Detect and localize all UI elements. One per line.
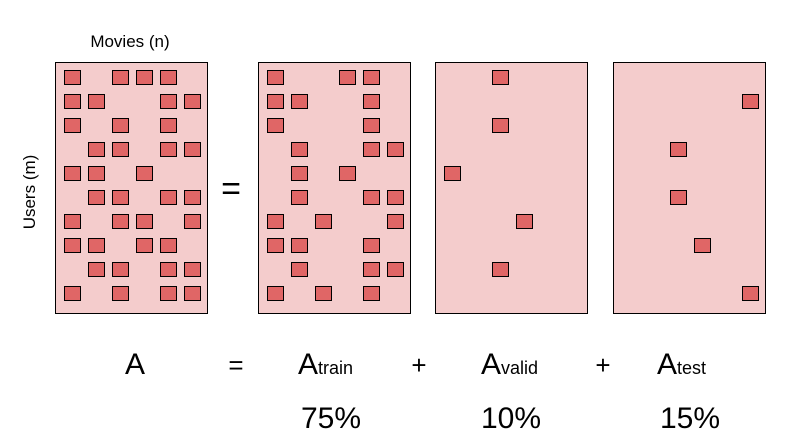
term-symbol: A — [298, 348, 318, 381]
matrix-entry — [112, 214, 129, 229]
matrix-entry — [267, 94, 284, 109]
matrix-entry — [136, 214, 153, 229]
matrix-entry — [492, 262, 509, 277]
lhs-symbol: A — [125, 348, 145, 381]
equals-sign: = — [228, 350, 243, 380]
matrix-entry — [112, 262, 129, 277]
term-symbol: A — [481, 348, 501, 381]
matrix-entry — [184, 286, 201, 301]
matrix-entry — [64, 70, 81, 85]
matrix-entry — [64, 214, 81, 229]
matrix-entry — [694, 238, 711, 253]
matrix-entry — [160, 118, 177, 133]
matrix-entry — [387, 142, 404, 157]
matrix-entry — [291, 262, 308, 277]
matrix-entry — [387, 262, 404, 277]
matrix-entry — [291, 166, 308, 181]
matrix-entry — [184, 190, 201, 205]
share-label: 15% — [660, 402, 720, 435]
matrix-entry — [516, 214, 533, 229]
matrix-entry — [291, 94, 308, 109]
matrix-entry — [363, 142, 380, 157]
matrix-entry — [339, 70, 356, 85]
matrix-entry — [742, 286, 759, 301]
matrix-entry — [267, 214, 284, 229]
matrix-entry — [160, 286, 177, 301]
matrix — [613, 62, 766, 314]
matrix-entry — [160, 262, 177, 277]
share-label: 10% — [481, 402, 541, 435]
matrix-entry — [363, 190, 380, 205]
matrix-entry — [339, 166, 356, 181]
matrix-equals: = — [221, 170, 241, 208]
matrix-entry — [387, 214, 404, 229]
matrix-entry — [387, 190, 404, 205]
matrix-entry — [136, 238, 153, 253]
matrix-entry — [670, 142, 687, 157]
matrix-entry — [160, 94, 177, 109]
matrix-entry — [267, 286, 284, 301]
matrix-entry — [184, 262, 201, 277]
matrix-entry — [742, 94, 759, 109]
matrix-entry — [88, 142, 105, 157]
matrix-entry — [64, 238, 81, 253]
matrix-entry — [444, 166, 461, 181]
matrix-entry — [88, 94, 105, 109]
matrix-entry — [267, 70, 284, 85]
matrix-entry — [315, 214, 332, 229]
matrix-entry — [184, 94, 201, 109]
term-subscript: train — [318, 358, 353, 378]
matrix-entry — [184, 142, 201, 157]
term-train: Atrain — [298, 348, 353, 381]
plus-sign: + — [595, 350, 610, 380]
term-subscript: test — [677, 358, 706, 378]
column-axis-label: Movies (n) — [90, 32, 169, 51]
matrix-entry — [160, 142, 177, 157]
matrix — [435, 62, 588, 314]
row-axis-label: Users (m) — [20, 155, 39, 230]
matrix-entry — [291, 238, 308, 253]
matrix-entry — [88, 238, 105, 253]
matrix-entry — [160, 190, 177, 205]
matrix-entry — [136, 70, 153, 85]
matrix-entry — [160, 70, 177, 85]
matrix-entry — [363, 118, 380, 133]
matrix-entry — [492, 70, 509, 85]
matrix-entry — [64, 286, 81, 301]
matrix-entry — [670, 190, 687, 205]
matrix-entry — [112, 70, 129, 85]
matrix-entry — [492, 118, 509, 133]
matrix-entry — [363, 238, 380, 253]
matrix-entry — [64, 94, 81, 109]
matrix-entry — [88, 166, 105, 181]
matrix-entry — [136, 166, 153, 181]
matrix-entry — [160, 238, 177, 253]
matrix-entry — [88, 190, 105, 205]
matrix-entry — [184, 214, 201, 229]
term-valid: Avalid — [481, 348, 538, 381]
matrix-entry — [267, 238, 284, 253]
term-symbol: A — [657, 348, 677, 381]
matrix-entry — [64, 166, 81, 181]
matrix-entry — [363, 286, 380, 301]
matrix-entry — [363, 94, 380, 109]
matrix-entry — [363, 262, 380, 277]
matrix-entry — [291, 142, 308, 157]
matrix-entry — [64, 118, 81, 133]
matrix-entry — [88, 262, 105, 277]
matrix-entry — [112, 118, 129, 133]
matrix-entry — [112, 142, 129, 157]
term-test: Atest — [657, 348, 706, 381]
matrix-entry — [363, 70, 380, 85]
matrix-entry — [112, 286, 129, 301]
share-label: 75% — [301, 402, 361, 435]
matrix-entry — [315, 286, 332, 301]
plus-sign: + — [411, 350, 426, 380]
matrix-entry — [267, 118, 284, 133]
matrix-entry — [112, 190, 129, 205]
matrix-entry — [291, 190, 308, 205]
term-subscript: valid — [501, 358, 538, 378]
